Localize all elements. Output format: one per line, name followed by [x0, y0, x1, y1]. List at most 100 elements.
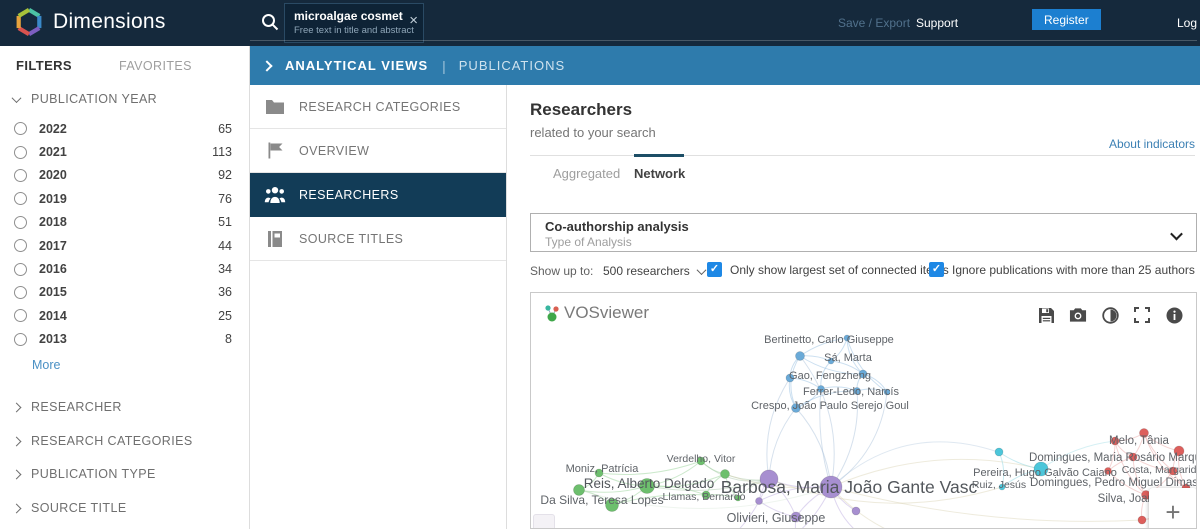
researcher-node[interactable] [785, 373, 795, 383]
researcher-label[interactable]: Reis, Alberto Delgado [584, 476, 715, 491]
researcher-node[interactable] [819, 475, 843, 499]
sidebar-section-publication-type[interactable]: PUBLICATION TYPE [11, 467, 156, 481]
tab-network[interactable]: Network [634, 166, 686, 181]
radio-icon[interactable] [14, 215, 27, 229]
researcher-node[interactable] [1110, 436, 1120, 446]
researcher-node[interactable] [843, 334, 851, 342]
info-icon[interactable] [1165, 306, 1183, 324]
researcher-label[interactable]: Costa, Margarida [1122, 464, 1196, 476]
researcher-label[interactable]: Verdelho, Vitor [667, 453, 736, 465]
researcher-label[interactable]: Moniz, Patrícia [566, 463, 640, 475]
more-years-link[interactable]: More [32, 358, 61, 372]
network-svg[interactable]: Bertinetto, Carlo Giuseppe Sá, Marta Gao, … [531, 293, 1196, 528]
year-filter-row[interactable]: 2021 113 [0, 140, 250, 163]
researcher-node[interactable] [1033, 461, 1049, 477]
researcher-node[interactable] [639, 478, 655, 494]
researcher-label[interactable]: Silva, Joana [1098, 493, 1161, 505]
researcher-node[interactable] [759, 469, 779, 489]
researcher-label[interactable]: Gao, Fengzheng [789, 370, 871, 382]
sidebar-section-researcher[interactable]: RESEARCHER [11, 400, 122, 414]
year-filter-row[interactable]: 2018 51 [0, 211, 250, 234]
researcher-node[interactable] [851, 506, 861, 516]
researcher-node[interactable] [1128, 452, 1138, 462]
radio-icon[interactable] [14, 262, 27, 276]
radio-icon[interactable] [14, 192, 27, 206]
researcher-label[interactable]: Ferrer-Ledo, Narcís [803, 386, 899, 398]
researcher-node[interactable] [998, 483, 1006, 491]
researcher-node[interactable] [573, 484, 585, 496]
radio-icon[interactable] [14, 309, 27, 323]
year-filter-row[interactable]: 2016 34 [0, 257, 250, 280]
researcher-node[interactable] [791, 403, 801, 413]
researcher-label[interactable]: Bertinetto, Carlo Giuseppe [764, 334, 894, 346]
checkbox-checked-icon[interactable] [929, 262, 944, 277]
researcher-node[interactable] [734, 494, 742, 502]
researcher-count-dropdown[interactable]: 500 researchers [603, 264, 707, 278]
fullscreen-icon[interactable] [1133, 306, 1151, 324]
researcher-label[interactable]: Domingues, Maria Rosário Marqu [1029, 452, 1196, 464]
support-link[interactable]: Support [916, 16, 959, 30]
tab-publications[interactable]: PUBLICATIONS [458, 58, 566, 73]
researcher-label[interactable]: Melo, Tânia [1109, 435, 1169, 447]
analysis-type-dropdown[interactable]: Co-authorship analysis Type of Analysis [530, 213, 1197, 252]
researcher-node[interactable] [1104, 467, 1112, 475]
year-filter-row[interactable]: 2013 8 [0, 328, 250, 351]
researcher-label[interactable]: Da Silva, Teresa Lopes [540, 493, 663, 507]
radio-icon[interactable] [14, 145, 27, 159]
researcher-node[interactable] [1173, 445, 1185, 457]
checkbox-largest-set[interactable]: Only show largest set of connected items [707, 262, 949, 277]
year-filter-row[interactable]: 2022 65 [0, 117, 250, 140]
researcher-node[interactable] [755, 497, 763, 505]
tab-favorites[interactable]: FAVORITES [119, 59, 192, 73]
contrast-icon[interactable] [1101, 306, 1119, 324]
search-icon[interactable] [261, 13, 279, 31]
researcher-label[interactable]: Llamas, Bernardo [663, 491, 746, 503]
dimensions-logo[interactable]: Dimensions [14, 7, 166, 37]
radio-icon[interactable] [14, 168, 27, 182]
researcher-label[interactable]: Barbosa, Maria João Gante Vasc [721, 477, 978, 497]
radio-icon[interactable] [14, 332, 27, 346]
tab-analytical-views[interactable]: ANALYTICAL VIEWS [285, 58, 429, 73]
researcher-node[interactable] [827, 357, 835, 365]
save-icon[interactable] [1037, 306, 1055, 324]
publication-year-section-header[interactable]: PUBLICATION YEAR [11, 92, 157, 106]
researcher-label[interactable]: Olivieri, Giuseppe [727, 511, 826, 525]
researcher-label[interactable]: Pereira, Hugo Galvão Caiano [973, 467, 1117, 479]
sidebar-section-research-categories[interactable]: RESEARCH CATEGORIES [11, 434, 193, 448]
zoom-in-button[interactable]: + [1149, 488, 1196, 528]
researcher-node[interactable] [883, 388, 891, 396]
researcher-node[interactable] [1139, 428, 1149, 438]
radio-icon[interactable] [14, 285, 27, 299]
menu-item-source-titles[interactable]: SOURCE TITLES [250, 217, 506, 261]
checkbox-ignore-authors[interactable]: Ignore publications with more than 25 au… [929, 262, 1195, 277]
researcher-label[interactable]: Ruiz, Jesús [972, 479, 1026, 491]
researcher-label[interactable]: Sá, Marta [824, 352, 873, 364]
radio-icon[interactable] [14, 122, 27, 136]
researcher-node[interactable] [858, 369, 868, 379]
researcher-node[interactable] [696, 456, 706, 466]
researcher-node[interactable] [994, 447, 1004, 457]
camera-icon[interactable] [1069, 306, 1087, 324]
researcher-label[interactable]: Domingues, Pedro Miguel Dimas [1030, 477, 1196, 489]
login-link[interactable]: Log in [1177, 16, 1200, 30]
radio-icon[interactable] [14, 239, 27, 253]
tab-filters[interactable]: FILTERS [16, 58, 72, 73]
year-filter-row[interactable]: 2019 76 [0, 187, 250, 210]
researcher-node[interactable] [795, 351, 805, 361]
clear-search-icon[interactable]: × [409, 12, 418, 29]
menu-item-researchers[interactable]: RESEARCHERS [250, 173, 506, 217]
researcher-node[interactable] [1168, 466, 1178, 476]
researcher-node[interactable] [790, 511, 802, 523]
menu-item-overview[interactable]: OVERVIEW [250, 129, 506, 173]
year-filter-row[interactable]: 2020 92 [0, 164, 250, 187]
researcher-node[interactable] [853, 387, 861, 395]
researcher-node[interactable] [1137, 515, 1147, 525]
sidebar-section-source-title[interactable]: SOURCE TITLE [11, 501, 127, 515]
year-filter-row[interactable]: 2014 25 [0, 304, 250, 327]
checkbox-checked-icon[interactable] [707, 262, 722, 277]
search-input[interactable]: microalgae cosmetics Free text in title … [284, 3, 424, 43]
year-filter-row[interactable]: 2015 36 [0, 281, 250, 304]
menu-item-research-categories[interactable]: RESEARCH CATEGORIES [250, 85, 506, 129]
researcher-node[interactable] [594, 468, 604, 478]
register-button[interactable]: Register [1032, 9, 1101, 30]
